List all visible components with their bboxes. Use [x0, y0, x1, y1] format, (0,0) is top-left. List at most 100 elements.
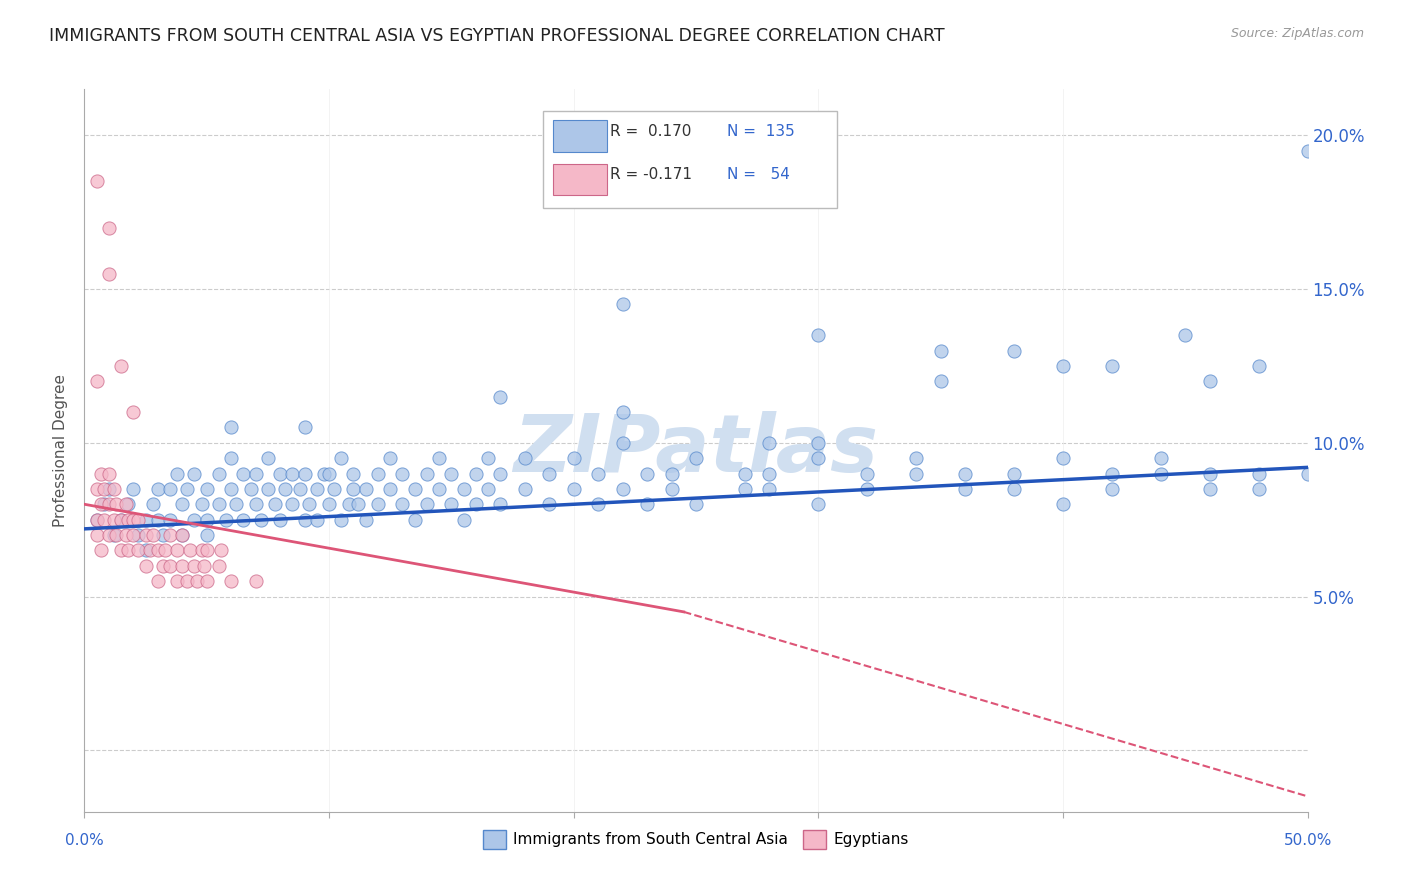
Point	[1150, 467, 1173, 481]
Point	[404, 482, 426, 496]
Point	[1247, 359, 1270, 373]
Point	[186, 574, 208, 588]
Point	[86, 513, 108, 527]
Point	[586, 497, 609, 511]
Point	[477, 451, 499, 466]
Point	[367, 467, 389, 481]
Point	[734, 482, 756, 496]
Point	[110, 543, 132, 558]
Point	[489, 467, 512, 481]
Point	[953, 482, 976, 496]
Point	[110, 513, 132, 527]
Point	[288, 482, 311, 496]
Point	[105, 497, 128, 511]
Point	[117, 497, 139, 511]
Y-axis label: Professional Degree: Professional Degree	[53, 374, 69, 527]
Point	[1296, 467, 1319, 481]
Text: 0.0%: 0.0%	[65, 833, 104, 848]
Point	[93, 497, 115, 511]
Text: R =  0.170: R = 0.170	[610, 124, 692, 138]
Point	[337, 497, 360, 511]
Point	[380, 451, 402, 466]
Point	[404, 513, 426, 527]
Point	[105, 528, 128, 542]
Point	[86, 174, 108, 188]
Point	[305, 513, 328, 527]
Point	[219, 420, 242, 434]
Point	[191, 543, 214, 558]
Point	[477, 482, 499, 496]
FancyBboxPatch shape	[553, 163, 606, 195]
Point	[538, 467, 561, 481]
Point	[758, 435, 780, 450]
Point	[586, 467, 609, 481]
Point	[183, 513, 205, 527]
Point	[232, 513, 254, 527]
Point	[86, 482, 108, 496]
Point	[281, 497, 304, 511]
Point	[208, 558, 231, 573]
Point	[176, 574, 198, 588]
Point	[159, 482, 181, 496]
Point	[97, 220, 120, 235]
Point	[232, 467, 254, 481]
Point	[122, 528, 145, 542]
Point	[929, 343, 952, 358]
Point	[135, 543, 157, 558]
Point	[1174, 328, 1197, 343]
Point	[208, 497, 231, 511]
Point	[239, 482, 262, 496]
Point	[219, 482, 242, 496]
Point	[807, 328, 830, 343]
Point	[90, 467, 112, 481]
Point	[440, 467, 463, 481]
Point	[191, 497, 214, 511]
Point	[1247, 482, 1270, 496]
Point	[856, 482, 879, 496]
Point	[562, 482, 585, 496]
Point	[193, 558, 215, 573]
Point	[219, 451, 242, 466]
Point	[146, 513, 169, 527]
Point	[427, 482, 450, 496]
Point	[159, 528, 181, 542]
Point	[103, 482, 125, 496]
Point	[245, 574, 267, 588]
Point	[135, 528, 157, 542]
Point	[453, 513, 475, 527]
Point	[122, 405, 145, 419]
Point	[172, 558, 194, 573]
Point	[513, 482, 536, 496]
Point	[142, 528, 165, 542]
Point	[929, 374, 952, 388]
Point	[93, 513, 115, 527]
Point	[758, 467, 780, 481]
Point	[139, 543, 162, 558]
Point	[298, 497, 321, 511]
Point	[636, 467, 658, 481]
Point	[1198, 482, 1220, 496]
Point	[142, 497, 165, 511]
Point	[274, 482, 297, 496]
Point	[636, 497, 658, 511]
Point	[159, 558, 181, 573]
Text: R = -0.171: R = -0.171	[610, 167, 692, 182]
Point	[176, 482, 198, 496]
Point	[127, 513, 149, 527]
Point	[294, 420, 316, 434]
Point	[1198, 467, 1220, 481]
Point	[86, 513, 108, 527]
Point	[440, 497, 463, 511]
Point	[117, 543, 139, 558]
Point	[269, 467, 291, 481]
Point	[219, 574, 242, 588]
Point	[562, 451, 585, 466]
Point	[172, 528, 194, 542]
Point	[269, 513, 291, 527]
Point	[758, 482, 780, 496]
Point	[86, 528, 108, 542]
Point	[110, 513, 132, 527]
FancyBboxPatch shape	[553, 120, 606, 152]
Point	[90, 497, 112, 511]
Point	[135, 513, 157, 527]
